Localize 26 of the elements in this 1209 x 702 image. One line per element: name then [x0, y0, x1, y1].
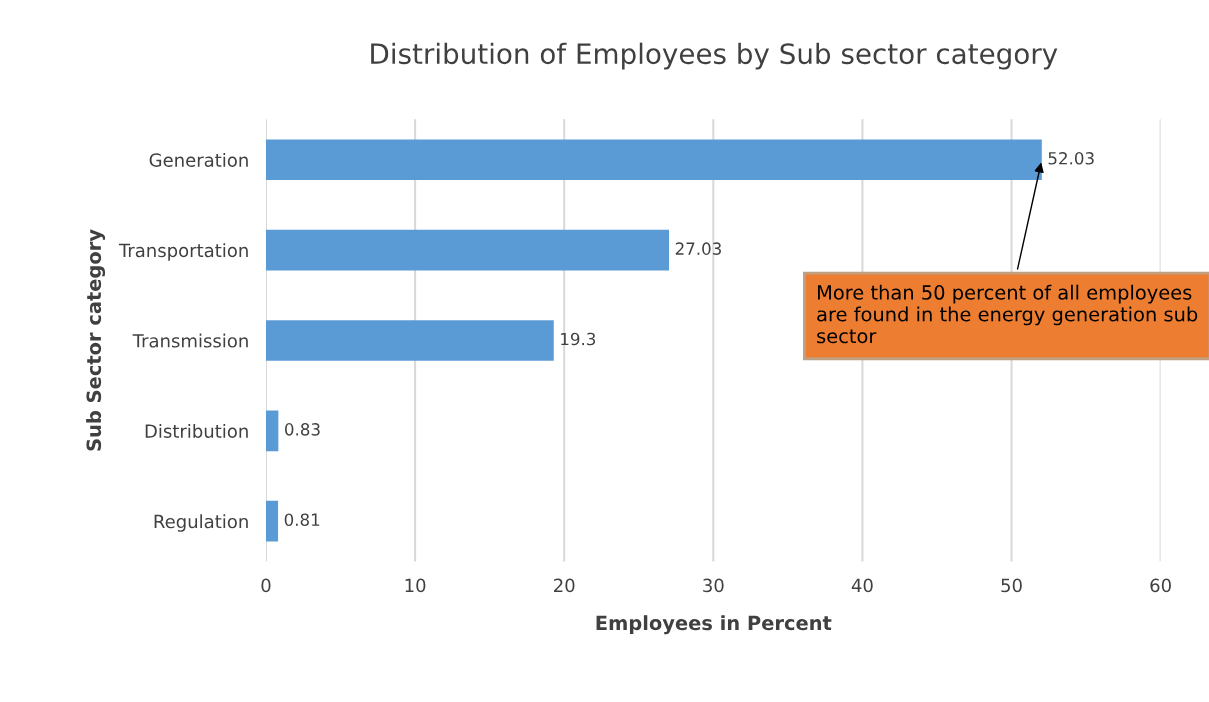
x-tick-label: 30 — [703, 578, 724, 593]
y-tick-label: Distribution — [145, 423, 248, 438]
x-tick-label: 0 — [261, 578, 271, 593]
x-axis-title: Employees in Percent — [596, 615, 832, 635]
y-tick-label: Transmission — [132, 333, 248, 348]
data-label: 0.81 — [284, 513, 320, 526]
bar — [265, 410, 279, 452]
bar — [265, 320, 554, 361]
x-tick-label: 50 — [1001, 578, 1022, 593]
x-tick-label: 10 — [405, 578, 426, 593]
annotation: More than 50 percent of all employees are found in the energy generation sub sector — [817, 284, 1198, 344]
y-tick-label: Generation — [149, 152, 248, 167]
data-label: 27.03 — [675, 242, 721, 255]
data-label: 19.3 — [561, 332, 596, 346]
y-axis-title: Sub Sector category — [86, 229, 106, 451]
x-tick-label: 40 — [851, 578, 873, 593]
bar — [265, 229, 670, 271]
x-tick-label: 60 — [1150, 578, 1171, 593]
y-tick-label: Transportation — [118, 243, 248, 261]
data-label: 0.83 — [285, 423, 320, 436]
bar — [265, 500, 279, 542]
bar — [265, 139, 1042, 181]
x-tick-label: 20 — [554, 578, 575, 593]
y-tick-label: Regulation — [154, 514, 248, 532]
chart-title: Distribution of Employees by Sub sector category — [371, 42, 1058, 70]
data-label: 52.03 — [1048, 152, 1094, 165]
